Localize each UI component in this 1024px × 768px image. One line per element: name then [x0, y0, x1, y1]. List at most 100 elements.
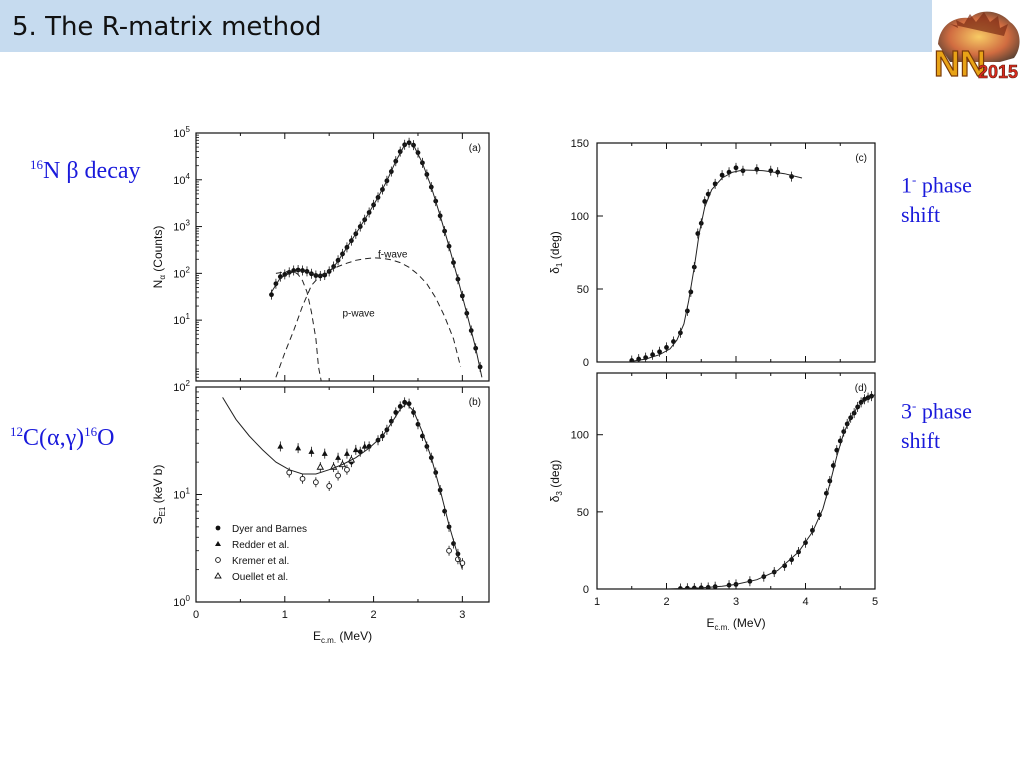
- data-point: [789, 557, 794, 563]
- title-bar: 5. The R-matrix method: [0, 0, 932, 52]
- x-tick-label: 0: [193, 609, 199, 621]
- data-point: [446, 547, 452, 554]
- data-point: [361, 443, 368, 449]
- y-tick-label: 102: [173, 379, 190, 394]
- panel-frame: [596, 142, 876, 363]
- y-tick-label: 100: [571, 211, 589, 223]
- panel-label: (b): [469, 397, 481, 408]
- svg-text:NN: NN: [934, 43, 986, 84]
- y-tick-label: 50: [577, 284, 589, 296]
- data-point: [299, 475, 306, 482]
- y-tick-label: 100: [173, 594, 190, 609]
- y-axis-label: δ1 (deg): [548, 231, 564, 274]
- data-point: [702, 199, 708, 204]
- data-point: [335, 454, 342, 460]
- plot-area: [629, 162, 803, 362]
- y-tick-label: 105: [173, 125, 190, 140]
- y-axis-label: δ3 (deg): [548, 460, 564, 503]
- x-tick-label: 3: [733, 596, 739, 608]
- fit-curve: [666, 394, 875, 589]
- fit-curve: [271, 142, 483, 378]
- annotation: p-wave: [343, 308, 376, 319]
- data-point: [326, 483, 333, 489]
- data-point: [286, 469, 293, 476]
- fit-curve-dashed: [275, 257, 462, 378]
- plot-area: [666, 391, 875, 589]
- data-point: [269, 292, 274, 298]
- label-12c-alpha-gamma: 12C(α,γ)16O: [10, 424, 115, 451]
- legend-entry: Redder et al.: [232, 540, 289, 551]
- fit-curve-dashed: [275, 270, 322, 381]
- label-phase-shift-3: 3- phase shift: [901, 398, 972, 454]
- data-point: [657, 349, 662, 355]
- panel-b: 100 101 102 0 1 2 3 (b) SE1 (keV b) Ec.m. (MeV) Dy…: [151, 379, 490, 645]
- label-16n-beta-decay: 16N β decay: [30, 157, 141, 184]
- svg-text:2015: 2015: [978, 62, 1018, 82]
- data-point: [335, 472, 341, 479]
- legend-entry: Ouellet et al.: [232, 572, 288, 583]
- y-tick-label: 150: [571, 138, 589, 150]
- legend-marker: [215, 541, 221, 546]
- plot-area: [222, 397, 466, 570]
- panel-label: (d): [855, 383, 867, 394]
- panel-d: 0 50 100 1 2 3 4 5 (d) δ3 (deg) Ec.m. (MeV): [548, 372, 878, 632]
- data-point: [295, 444, 302, 451]
- x-axis-label: Ec.m. (MeV): [706, 616, 765, 632]
- y-tick-label: 101: [173, 312, 190, 327]
- legend-marker: [214, 572, 222, 579]
- y-tick-label: 0: [583, 357, 589, 369]
- x-tick-label: 4: [802, 596, 808, 608]
- y-tick-label: 101: [173, 487, 190, 502]
- data-point: [733, 165, 739, 171]
- panel-c: 0 50 100 150 (c) δ1 (deg): [548, 138, 876, 369]
- panel-frame: [195, 132, 490, 382]
- data-point: [782, 563, 788, 569]
- data-point: [282, 271, 288, 277]
- data-point: [352, 446, 359, 453]
- y-tick-label: 50: [577, 507, 589, 519]
- data-point: [858, 399, 864, 405]
- plot-area: [269, 137, 483, 381]
- slide-title: 5. The R-matrix method: [12, 12, 322, 42]
- x-tick-label: 3: [459, 609, 465, 621]
- x-axis-label: Ec.m. (MeV): [313, 629, 372, 645]
- data-point: [277, 274, 283, 280]
- data-point: [277, 443, 284, 449]
- y-tick-label: 102: [173, 265, 190, 280]
- data-point: [308, 448, 315, 454]
- y-tick-label: 100: [571, 430, 589, 442]
- data-point: [650, 352, 655, 358]
- y-axis-label: Nα (Counts): [151, 226, 167, 289]
- panel-frame: [195, 386, 490, 603]
- y-tick-label: 0: [583, 584, 589, 596]
- data-point: [388, 418, 394, 424]
- conference-logo: NN 2015: [933, 11, 1020, 84]
- legend-entry: Dyer and Barnes: [232, 524, 307, 535]
- x-tick-label: 2: [371, 609, 377, 621]
- data-point: [357, 449, 363, 455]
- annotation: f-wave: [378, 249, 408, 260]
- y-tick-label: 103: [173, 219, 190, 234]
- data-point: [313, 479, 319, 486]
- panel-label: (c): [855, 153, 867, 164]
- fit-curve: [631, 169, 803, 362]
- x-tick-label: 5: [872, 596, 878, 608]
- legend-marker: [215, 525, 221, 531]
- y-tick-label: 104: [173, 172, 190, 187]
- y-axis-label: SE1 (keV b): [151, 465, 167, 525]
- data-point: [321, 450, 328, 456]
- label-phase-shift-1: 1- phase shift: [901, 172, 972, 228]
- data-point: [343, 450, 350, 456]
- panel-label: (a): [469, 143, 481, 154]
- x-tick-label: 2: [663, 596, 669, 608]
- legend-entry: Kremer et al.: [232, 556, 289, 567]
- panel-a: 101 102 103 104 105 (a) Nα (Counts) f-wave p-wav…: [151, 125, 490, 382]
- data-point: [316, 462, 325, 470]
- panel-frame: [596, 372, 876, 590]
- x-tick-label: 1: [594, 596, 600, 608]
- x-tick-label: 1: [282, 609, 288, 621]
- data-point: [719, 172, 725, 178]
- fit-curve: [222, 397, 463, 570]
- data-point: [344, 466, 350, 473]
